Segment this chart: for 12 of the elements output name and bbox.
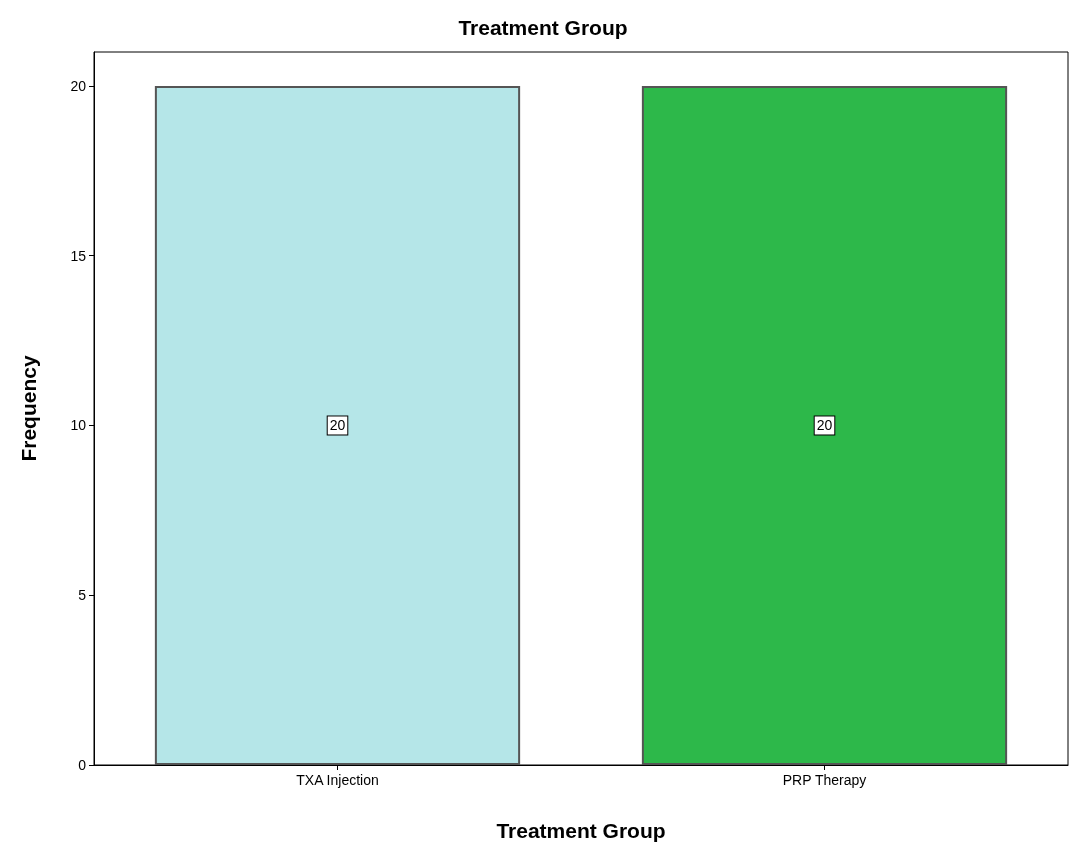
x-axis-title: Treatment Group (496, 819, 666, 842)
x-tick-label: PRP Therapy (782, 772, 867, 788)
y-tick-label: 20 (70, 77, 87, 94)
chart-title: Treatment Group (458, 16, 628, 39)
y-tick-label: 10 (70, 417, 87, 434)
y-axis-title: Frequency (17, 355, 40, 462)
y-tick-label: 0 (78, 757, 87, 773)
y-tick-label: 5 (78, 587, 87, 604)
data-label: 20 (329, 417, 346, 434)
y-tick-label: 15 (70, 247, 87, 264)
x-tick-label: TXA Injection (296, 772, 379, 788)
data-label: 20 (816, 417, 833, 434)
